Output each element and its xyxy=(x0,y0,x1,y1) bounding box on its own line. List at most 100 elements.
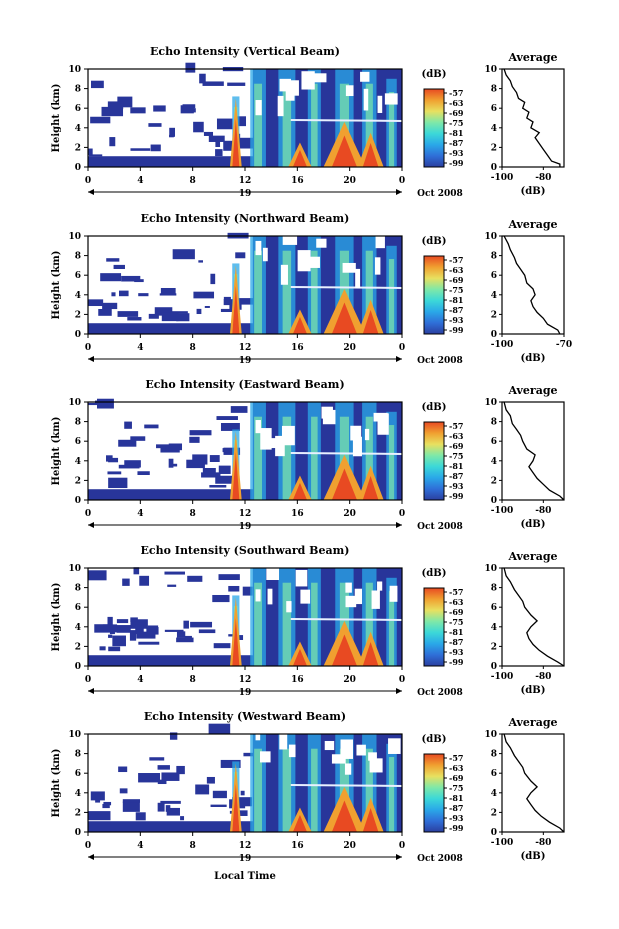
x-tick-label: 20 xyxy=(343,675,356,685)
profile-title: Average xyxy=(507,550,557,563)
echo-burst-core xyxy=(362,641,379,666)
y-tick-label: 10 xyxy=(68,564,81,574)
clutter-cell xyxy=(183,620,189,629)
clutter-cell xyxy=(170,311,188,314)
clutter-cell xyxy=(108,646,121,652)
clutter-cell xyxy=(216,118,233,130)
colorbar-label: -81 xyxy=(449,793,463,803)
panel-title: Echo Intensity (Westward Beam) xyxy=(144,710,346,723)
colorbar-label: -99 xyxy=(449,823,464,833)
x-tick-label: 12 xyxy=(239,343,252,353)
y-tick-label: 6 xyxy=(75,603,81,613)
y-tick-label: 4 xyxy=(75,623,81,633)
y-tick-label: 2 xyxy=(75,310,81,320)
no-echo-gap xyxy=(259,751,271,763)
y-tick-label: 4 xyxy=(75,291,81,301)
clutter-cell xyxy=(124,421,132,429)
y-tick-label: 4 xyxy=(75,457,81,467)
clutter-cell xyxy=(130,619,148,629)
y-tick-label: 6 xyxy=(75,769,81,779)
date-label: Oct 2008 xyxy=(417,356,463,366)
panel-title: Echo Intensity (Eastward Beam) xyxy=(145,378,344,391)
y-tick-label: 0 xyxy=(75,828,81,838)
clutter-cell xyxy=(88,811,111,821)
clutter-cell xyxy=(112,635,126,647)
clutter-cell xyxy=(150,144,161,152)
x-tick-label: 20 xyxy=(343,841,356,851)
clutter-cell xyxy=(130,148,151,151)
colorbar-label: -63 xyxy=(449,98,464,108)
profile-x-label: (dB) xyxy=(521,186,546,197)
x-tick-label: 20 xyxy=(343,509,356,519)
profile-y-tick-label: 4 xyxy=(491,457,497,467)
y-tick-label: 0 xyxy=(75,163,81,173)
y-tick-label: 6 xyxy=(75,104,81,114)
clutter-cell xyxy=(108,477,128,489)
y-tick-label: 10 xyxy=(68,65,81,75)
clutter-cell xyxy=(100,273,122,282)
clutter-cell xyxy=(196,308,202,315)
plume-core xyxy=(388,591,395,666)
colorbar-label: -57 xyxy=(449,587,463,597)
plume-core xyxy=(311,582,318,666)
no-echo-gap xyxy=(313,73,327,83)
date-arrow-left xyxy=(88,854,94,860)
profile-y-tick-label: 4 xyxy=(491,124,497,134)
x-tick-label: 16 xyxy=(291,509,304,519)
no-echo-gap xyxy=(288,744,296,758)
clutter-cell xyxy=(138,293,149,297)
x-tick-label: 0 xyxy=(399,343,405,353)
colorbar-label: -93 xyxy=(449,481,464,491)
colorbar-label: -75 xyxy=(449,617,463,627)
panel-1: Echo Intensity (Northward Beam) 0 2 4 6 8 10 He… xyxy=(51,212,572,366)
y-tick-label: 0 xyxy=(75,496,81,506)
colorbar-label: -57 xyxy=(449,753,463,763)
date-marker: 19 xyxy=(239,688,252,698)
date-arrow-right xyxy=(396,356,402,362)
x-tick-label: 8 xyxy=(190,509,196,519)
clutter-cell xyxy=(208,723,231,735)
clutter-cell xyxy=(113,264,125,270)
clutter-cell xyxy=(148,313,159,319)
no-echo-gap xyxy=(260,428,272,450)
clutter-cell xyxy=(95,793,101,803)
clutter-cell xyxy=(204,305,210,308)
no-echo-gap xyxy=(369,758,383,773)
echo-burst-core xyxy=(232,617,240,666)
colorbar-unit: (dB) xyxy=(422,568,447,579)
plume-core xyxy=(282,250,292,334)
colorbar-unit: (dB) xyxy=(422,236,447,247)
clutter-cell xyxy=(176,765,185,775)
x-tick-label: 8 xyxy=(190,176,196,186)
colorbar-label: -63 xyxy=(449,597,464,607)
clutter-cell xyxy=(116,625,131,633)
plume-core xyxy=(388,92,395,167)
echo-field xyxy=(88,562,403,666)
colorbar-label: -99 xyxy=(449,657,464,667)
panel-3: Echo Intensity (Southward Beam) 0 2 4 6 8 10 He… xyxy=(51,544,565,698)
figure-x-label: Local Time xyxy=(214,871,276,882)
date-arrow-left xyxy=(88,356,94,362)
clutter-cell xyxy=(189,430,212,436)
clutter-cell xyxy=(223,296,231,300)
echo-burst-core xyxy=(232,118,240,167)
clutter-cell xyxy=(133,567,140,575)
clutter-cell xyxy=(210,804,227,807)
clutter-cell xyxy=(161,312,179,322)
low-echo-band xyxy=(88,323,253,334)
echo-burst-core xyxy=(292,482,308,500)
panel-4: Echo Intensity (Westward Beam) 0 2 4 6 8 10 Hei… xyxy=(51,710,565,864)
echo-burst-core xyxy=(292,149,308,167)
clutter-cell xyxy=(193,291,215,299)
profile-y-tick-label: 0 xyxy=(491,496,497,506)
clutter-cell xyxy=(220,308,240,313)
echo-burst-core xyxy=(362,475,379,500)
colorbar-label: -69 xyxy=(449,607,464,617)
profile-y-tick-label: 2 xyxy=(491,476,497,486)
profile-y-tick-label: 6 xyxy=(491,769,497,779)
clutter-cell xyxy=(119,788,128,794)
profile-x-tick-label: -80 xyxy=(535,672,551,682)
y-tick-label: 2 xyxy=(75,476,81,486)
clutter-cell xyxy=(232,797,253,807)
no-echo-gap xyxy=(384,93,398,105)
